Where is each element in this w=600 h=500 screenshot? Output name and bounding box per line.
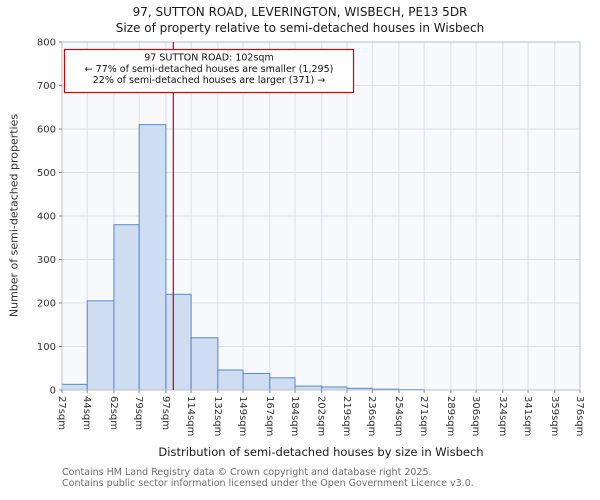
y-tick-label: 100 [37,342,56,353]
y-tick-label: 500 [37,168,56,179]
x-tick-label: 132sqm [212,396,223,436]
annotation-line1: 97 SUTTON ROAD: 102sqm [144,53,273,64]
histogram-plot: 0 100 200 300 400 500 600 700 800 27sqm 44sqm 62sqm… [37,38,585,437]
x-tick-label: 289sqm [445,396,456,436]
x-tick-label: 44sqm [81,396,92,430]
histogram-bar [86,300,115,391]
x-tick-label: 114sqm [185,396,196,436]
footer-attribution-line1: Contains HM Land Registry data © Crown c… [62,467,432,478]
x-tick-label: 376sqm [574,396,585,436]
annotation-line3: 22% of semi-detached houses are larger (… [93,75,326,86]
histogram-bar [242,372,271,391]
footer-attribution-line2: Contains public sector information licen… [62,478,474,489]
x-tick-label: 271sqm [418,396,429,436]
x-tick-label: 27sqm [56,396,67,430]
x-tick-label: 62sqm [108,396,119,430]
x-axis-label: Distribution of semi-detached houses by … [158,445,484,459]
x-tick-label: 79sqm [133,396,144,430]
histogram-bar [61,383,88,391]
x-tick-label: 97sqm [160,396,171,430]
y-tick-label: 600 [37,125,56,136]
x-tick-label: 341sqm [522,396,533,436]
histogram-bar [294,385,323,391]
x-tick-label: 184sqm [289,396,300,436]
x-tick-label: 324sqm [497,396,508,436]
x-tick-label: 219sqm [341,396,352,436]
histogram-bar [190,337,219,391]
y-tick-label: 0 [50,386,56,397]
chart-title: 97, SUTTON ROAD, LEVERINGTON, WISBECH, P… [132,5,468,19]
x-tick-label: 359sqm [549,396,560,436]
y-tick-label: 700 [37,81,56,92]
y-tick-label: 800 [37,38,56,49]
histogram-bar [165,293,192,391]
histogram-bar [113,224,140,391]
x-tick-label: 202sqm [316,396,327,436]
histogram-bar [269,377,296,391]
x-tick-label: 306sqm [470,396,481,436]
annotation-box [63,48,355,94]
y-tick-label: 200 [37,299,56,310]
annotation-line2: ← 77% of semi-detached houses are smalle… [85,64,334,75]
x-tick-label: 254sqm [393,396,404,436]
x-tick-label: 167sqm [264,396,275,436]
chart-subtitle: Size of property relative to semi-detach… [115,21,485,35]
x-tick-label: 236sqm [366,396,377,436]
x-tick-label: 149sqm [237,396,248,436]
histogram-bar [217,369,244,391]
y-tick-label: 300 [37,255,56,266]
y-tick-label: 400 [37,212,56,223]
histogram-bar [138,124,167,391]
